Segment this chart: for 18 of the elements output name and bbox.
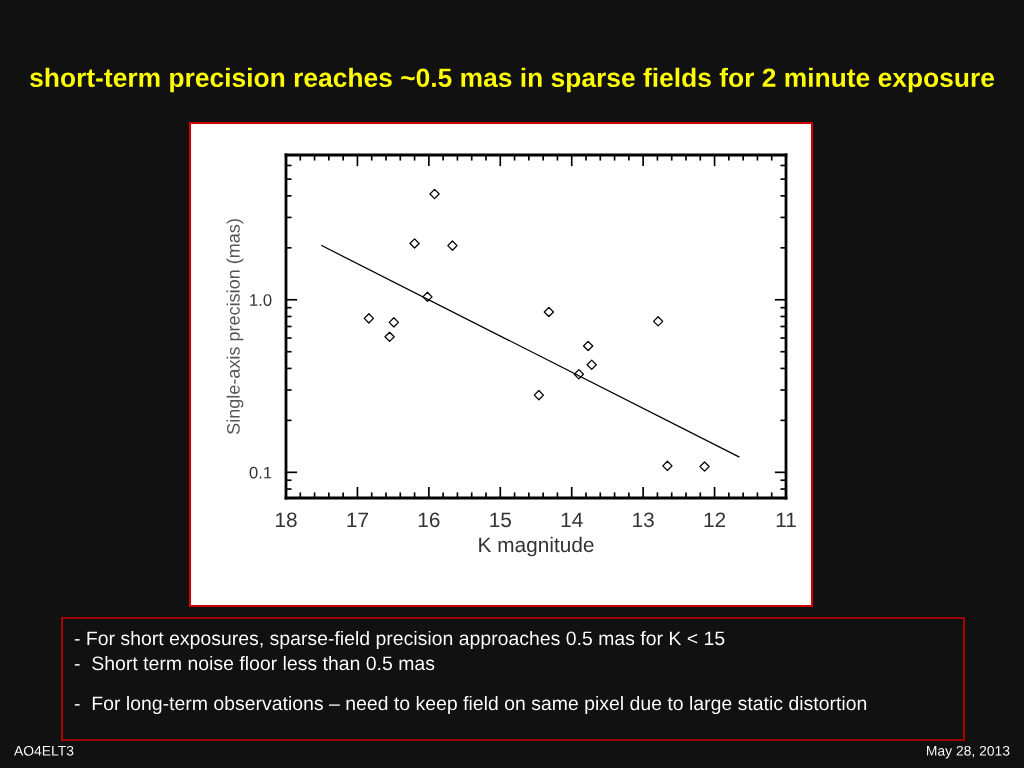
- chart-title: short-term precision reaches ~0.5 mas in sparse fields for 2 minute exposure: [30, 67, 995, 93]
- x-tick-label: 13: [633, 512, 654, 528]
- x-axis-title: K magnitude: [479, 536, 594, 557]
- text: - For long-term observations – need to keep field on same pixel due to large static distortion: [74, 695, 867, 715]
- x-tick-label: 18: [276, 512, 297, 528]
- y-tick-label: 1.0: [250, 294, 272, 306]
- x-tick-label: 17: [347, 512, 368, 527]
- text: - For short exposures, sparse-field precision approaches 0.5 mas for K < 15: [74, 630, 725, 650]
- text: May 28, 2013: [926, 745, 1010, 759]
- x-tick-label: 11: [776, 512, 796, 527]
- x-tick-label: 14: [561, 512, 583, 527]
- y-tick-label: 0.1: [249, 466, 272, 479]
- x-tick-label: 16: [418, 512, 440, 528]
- text: AO4ELT3: [14, 745, 74, 756]
- text: - Short term noise floor less than 0.5 mas: [74, 655, 435, 671]
- y-axis-title: Single-axis precision (mas): [226, 219, 244, 435]
- x-tick-label: 12: [704, 512, 726, 527]
- x-tick-label: 15: [490, 512, 511, 528]
